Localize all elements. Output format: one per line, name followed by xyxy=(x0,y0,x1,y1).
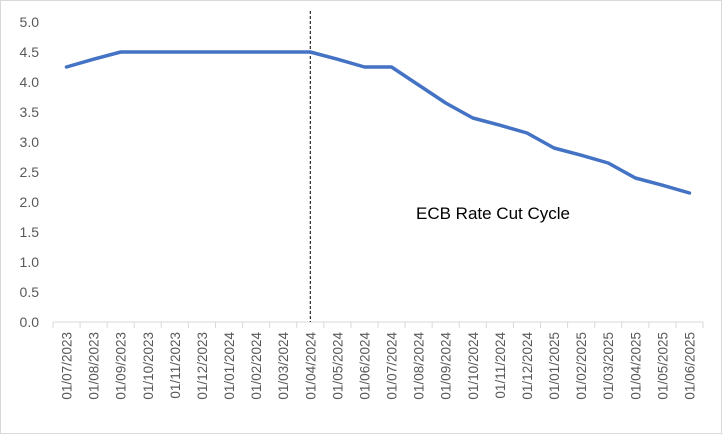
x-tick-label: 01/01/2024 xyxy=(222,332,237,400)
x-tick-label: 01/06/2025 xyxy=(682,332,697,400)
y-tick-label: 3.0 xyxy=(20,134,40,150)
y-tick-label: 2.5 xyxy=(20,164,40,180)
x-tick-label: 01/09/2023 xyxy=(114,332,129,400)
x-tick-label: 01/02/2024 xyxy=(249,332,264,400)
x-tick-label: 01/07/2024 xyxy=(385,332,400,400)
x-tick-label: 01/07/2023 xyxy=(60,332,75,400)
y-tick-label: 0.5 xyxy=(20,284,40,300)
x-tick-label: 01/09/2024 xyxy=(439,332,454,400)
x-tick-label: 01/05/2024 xyxy=(330,332,345,400)
y-tick-label: 3.5 xyxy=(20,104,40,120)
ecb-rate-series-line xyxy=(64,50,692,195)
x-tick-label: 01/04/2024 xyxy=(303,332,318,400)
x-tick-label: 01/08/2024 xyxy=(412,332,427,400)
x-tick-label: 01/06/2024 xyxy=(357,332,372,400)
y-tick-label: 4.0 xyxy=(20,74,40,90)
x-tick-label: 01/11/2023 xyxy=(168,332,183,399)
x-tick-label: 01/04/2025 xyxy=(628,332,643,400)
y-tick-label: 1.5 xyxy=(20,224,40,240)
y-tick-label: 5.0 xyxy=(20,14,40,30)
x-tick-label: 01/08/2023 xyxy=(87,332,102,400)
x-axis-labels: 01/07/2023 01/08/2023 01/09/2023 01/10/2023… xyxy=(60,332,698,400)
x-tick-label: 01/12/2024 xyxy=(520,332,535,400)
x-tick-label: 01/05/2025 xyxy=(655,332,670,400)
chart-annotation: ECB Rate Cut Cycle xyxy=(416,204,570,223)
y-tick-label: 2.0 xyxy=(20,194,40,210)
x-tick-label: 01/11/2024 xyxy=(493,332,508,399)
x-axis-tick-marks xyxy=(52,322,704,328)
x-tick-label: 01/12/2023 xyxy=(195,332,210,400)
y-axis-ticks: 0.0 0.5 1.0 1.5 2.0 2.5 3.0 3.5 4.0 4.5 5.0 xyxy=(20,14,40,330)
x-tick-label: 01/10/2024 xyxy=(466,332,481,400)
y-tick-label: 1.0 xyxy=(20,254,40,270)
x-tick-label: 01/01/2025 xyxy=(547,332,562,400)
y-tick-label: 4.5 xyxy=(20,44,40,60)
x-tick-label: 01/10/2023 xyxy=(141,332,156,400)
x-tick-label: 01/03/2024 xyxy=(276,332,291,400)
y-tick-label: 0.0 xyxy=(20,314,40,330)
x-tick-label: 01/03/2025 xyxy=(601,332,616,400)
x-tick-label: 01/02/2025 xyxy=(574,332,589,400)
